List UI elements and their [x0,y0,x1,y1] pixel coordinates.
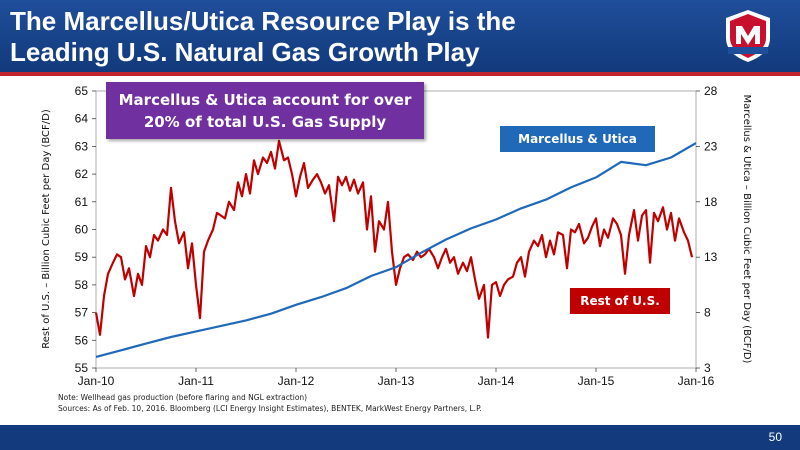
left-axis-tick-label: 58 [75,278,89,292]
marcellus-utica-line [95,142,697,358]
right-axis-tick-label: 3 [704,361,711,375]
x-axis-tick-label: Jan-16 [678,374,715,388]
callout-line1: Marcellus & Utica account for over [118,90,412,109]
slide-title: The Marcellus/Utica Resource Play is the… [10,6,690,68]
slide-footer: 50 [0,425,800,450]
callout-line2: 20% of total U.S. Gas Supply [143,112,387,131]
left-axis-tick-label: 63 [75,139,89,153]
left-axis-tick-label: 60 [75,223,89,237]
header-rule [0,72,800,76]
x-axis-tick-label: Jan-10 [78,374,115,388]
right-axis-tick-label: 8 [704,306,711,320]
slide-header: The Marcellus/Utica Resource Play is the… [0,0,800,72]
left-axis-tick-label: 65 [75,84,89,98]
marathon-logo [726,10,770,62]
left-axis-title: Rest of U.S. – Billion Cubic Feet per Da… [41,109,52,349]
left-axis-tick-label: 59 [75,250,89,264]
x-axis-tick-label: Jan-12 [278,374,315,388]
x-axis-tick-label: Jan-15 [578,374,615,388]
right-axis-tick-label: 13 [704,250,718,264]
x-axis-tick-label: Jan-14 [478,374,515,388]
marcellus-series-label: Marcellus & Utica [500,126,655,152]
left-axis-tick-label: 56 [75,333,89,347]
right-axis-tick-label: 18 [704,195,718,209]
left-axis-tick-label: 61 [75,195,89,209]
slide-title-line1: The Marcellus/Utica Resource Play is the [10,6,516,36]
callout-box: Marcellus & Utica account for over 20% o… [106,82,424,139]
page-number: 50 [768,430,782,444]
left-axis-tick-label: 57 [75,306,89,320]
x-axis-tick-label: Jan-13 [378,374,415,388]
note-line: Note: Wellhead gas production (before fl… [58,393,308,402]
right-axis-tick-label: 23 [704,139,718,153]
right-axis-tick-label: 28 [704,84,718,98]
sources-line: Sources: As of Feb. 10, 2016. Bloomberg … [58,404,482,413]
right-axis-title: Marcellus & Utica – Billion Cubic Feet p… [741,95,752,364]
slide-title-line2: Leading U.S. Natural Gas Growth Play [10,37,480,67]
x-axis-tick-label: Jan-11 [178,374,214,388]
left-axis-tick-label: 55 [75,361,89,375]
production-chart: 55 56 57 58 59 60 61 62 63 64 65 3 8 13 18 23 28 Jan-10 Ja… [41,84,752,388]
source-notes: Note: Wellhead gas production (before fl… [58,392,482,414]
left-axis-tick-label: 62 [75,167,89,181]
left-axis-tick-label: 64 [75,112,89,126]
rest-series-label: Rest of U.S. [570,288,670,314]
